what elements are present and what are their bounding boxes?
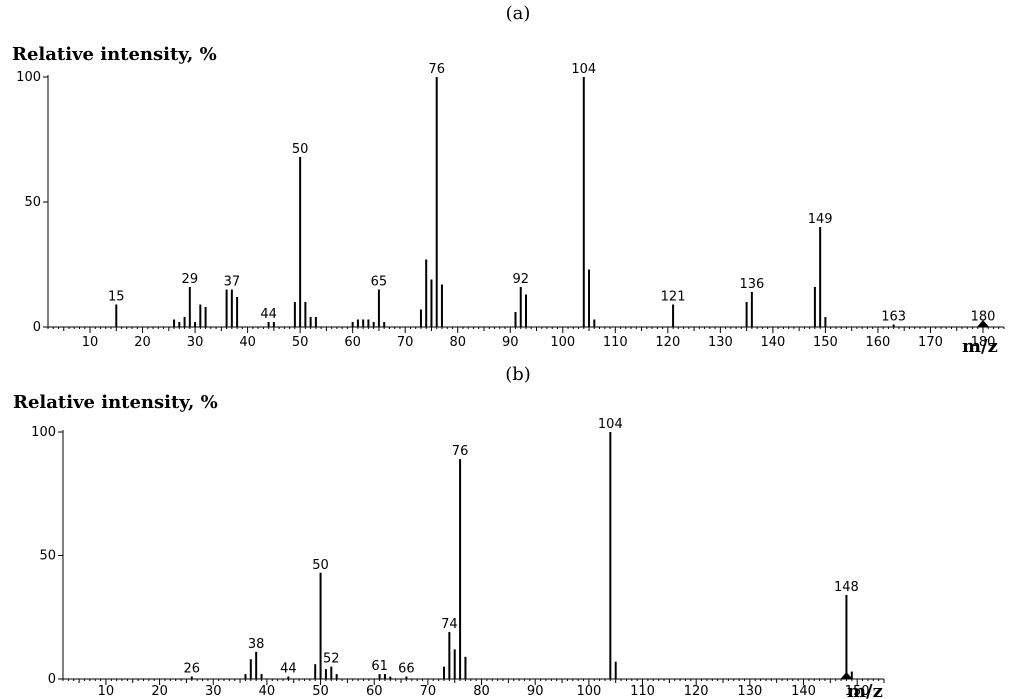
- x-tick-label: 80: [449, 335, 466, 350]
- peak-label: 76: [452, 444, 469, 459]
- x-tick-label: 70: [397, 335, 414, 350]
- panel-label: (a): [506, 3, 531, 24]
- peak-label: 104: [571, 62, 596, 77]
- x-tick-label: 140: [760, 335, 785, 350]
- peak-label: 26: [184, 662, 201, 677]
- x-tick-label: 60: [344, 335, 361, 350]
- peak-label: 121: [661, 290, 686, 305]
- y-axis-title: Relative intensity, %: [12, 44, 217, 65]
- y-tick-label: 0: [48, 672, 56, 687]
- peak-label: 50: [312, 558, 329, 573]
- x-tick-label: 70: [420, 684, 437, 699]
- x-tick-label: 40: [259, 684, 276, 699]
- x-tick-label: 100: [550, 335, 575, 350]
- y-tick-label: 50: [39, 549, 56, 564]
- panel-label: (b): [505, 364, 531, 385]
- x-tick-label: 90: [502, 335, 519, 350]
- x-tick-label: 120: [655, 335, 680, 350]
- peak-label: 50: [292, 142, 309, 157]
- peak-label: 37: [224, 275, 241, 290]
- x-tick-label: 50: [312, 684, 329, 699]
- x-tick-label: 30: [187, 335, 204, 350]
- peak-label: 149: [808, 212, 833, 227]
- y-axis-title: Relative intensity, %: [13, 392, 218, 413]
- y-tick-label: 100: [16, 70, 41, 85]
- peak-label: 148: [834, 580, 859, 595]
- x-tick-label: 30: [205, 684, 222, 699]
- x-tick-label: 20: [134, 335, 151, 350]
- molecular-ion-marker: [976, 320, 989, 327]
- x-tick-label: 60: [366, 684, 383, 699]
- peak-label: 74: [441, 617, 458, 632]
- x-tick-label: 80: [473, 684, 490, 699]
- peak-label: 44: [280, 662, 297, 677]
- x-tick-label: 170: [918, 335, 943, 350]
- peak-label: 180: [971, 310, 996, 325]
- peak-label: 65: [371, 275, 388, 290]
- spectrum-panel-a: (a) Relative intensity, % 0 50 100 10 20 30 40 50…: [12, 3, 1005, 357]
- x-axis-title: m/z: [847, 681, 883, 699]
- peak-label: 52: [323, 652, 340, 667]
- y-tick-label: 100: [31, 425, 56, 440]
- x-tick-label: 20: [151, 684, 168, 699]
- peak-label: 136: [739, 277, 764, 292]
- x-tick-label: 130: [737, 684, 762, 699]
- x-tick-label: 50: [292, 335, 309, 350]
- peak-label: 44: [260, 307, 277, 322]
- x-tick-label: 110: [630, 684, 655, 699]
- peak-label: 38: [248, 637, 265, 652]
- x-tick-label: 10: [98, 684, 115, 699]
- x-tick-label: 140: [791, 684, 816, 699]
- x-tick-label: 40: [239, 335, 256, 350]
- peak-label: 163: [881, 310, 906, 325]
- peak-label: 61: [371, 659, 388, 674]
- x-tick-label: 90: [527, 684, 544, 699]
- x-tick-label: 110: [603, 335, 628, 350]
- peak-label: 29: [182, 272, 199, 287]
- x-tick-label: 130: [708, 335, 733, 350]
- spectrum-panel-b: (b) Relative intensity, % 0 50 100 10 20 30 40 50…: [13, 364, 885, 699]
- x-tick-label: 100: [576, 684, 601, 699]
- x-tick-label: 160: [866, 335, 891, 350]
- x-axis-title: m/z: [962, 336, 998, 357]
- y-tick-label: 50: [24, 195, 41, 210]
- peak-label: 15: [108, 290, 125, 305]
- x-tick-label: 120: [684, 684, 709, 699]
- peak-label: 66: [398, 662, 415, 677]
- x-tick-label: 10: [82, 335, 99, 350]
- peak-label: 104: [598, 417, 623, 432]
- y-tick-label: 0: [33, 320, 41, 335]
- x-tick-label: 150: [845, 684, 870, 699]
- x-tick-label: 180: [971, 335, 996, 350]
- x-tick-label: 150: [813, 335, 838, 350]
- peak-label: 76: [428, 62, 445, 77]
- peak-label: 92: [512, 272, 529, 287]
